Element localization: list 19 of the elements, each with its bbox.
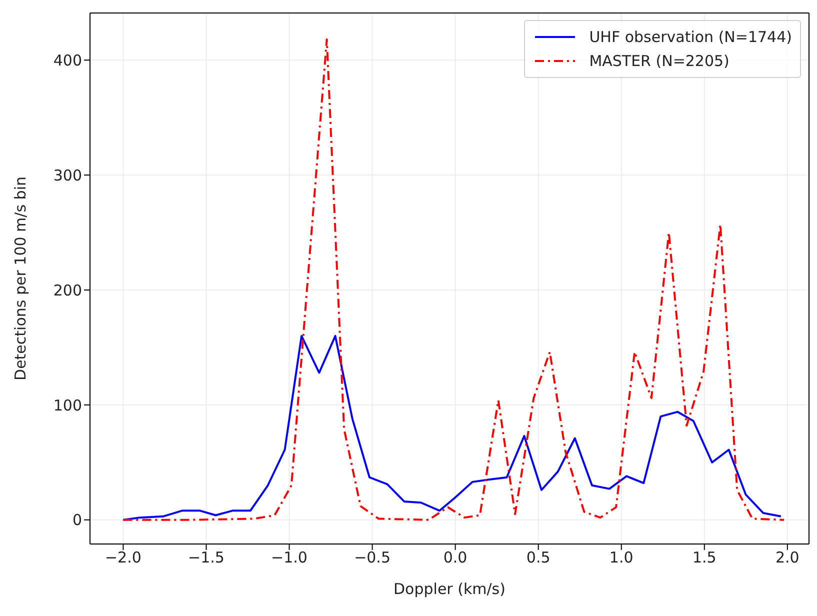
x-tick-label: 1.5	[692, 548, 716, 567]
x-tick-label: 0.5	[526, 548, 550, 567]
line-series	[122, 334, 782, 521]
y-tick-label: 300	[53, 166, 82, 184]
x-tick-label: −0.5	[354, 548, 391, 567]
y-axis-title: Detections per 100 m/s bin	[11, 176, 30, 380]
legend-label: MASTER (N=2205)	[589, 52, 730, 70]
x-tick-label: 0.0	[443, 548, 468, 567]
x-tick-label: −1.0	[271, 548, 308, 567]
x-tick-label: −2.0	[104, 548, 142, 567]
x-tick-label: 1.0	[609, 548, 634, 567]
x-tick-label: −1.5	[188, 548, 224, 567]
y-tick-label: 200	[53, 281, 82, 300]
y-tick-label: 100	[53, 396, 82, 414]
x-axis-title: Doppler (km/s)	[394, 580, 506, 598]
y-tick-label: 0	[72, 511, 82, 530]
y-tick-label: 400	[53, 51, 82, 70]
legend-label: UHF observation (N=1744)	[589, 28, 792, 46]
x-tick-label: 2.0	[775, 548, 800, 567]
